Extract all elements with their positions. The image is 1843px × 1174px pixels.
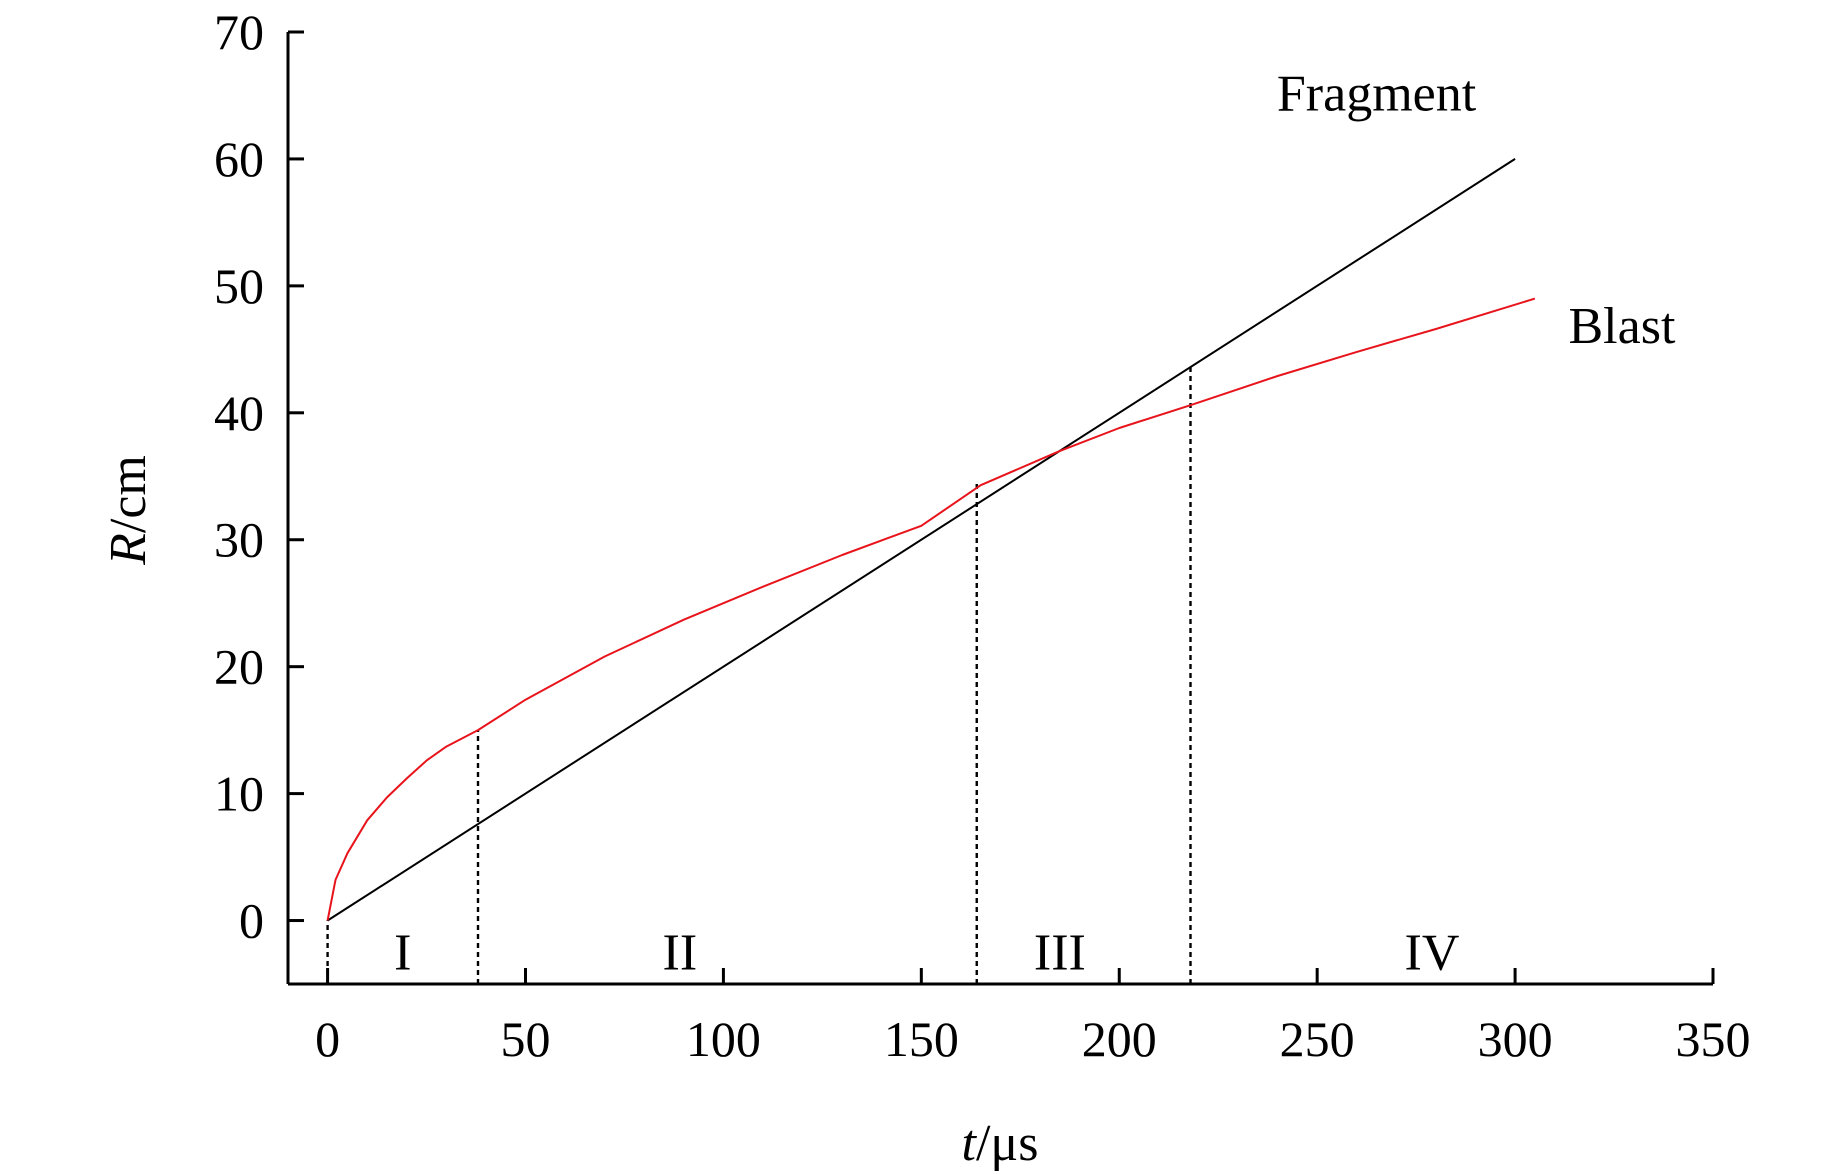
series-label-blast: Blast (1569, 298, 1676, 355)
x-tick-label: 150 (884, 1011, 959, 1067)
y-tick-label: 30 (214, 512, 264, 568)
series-line-fragment (327, 158, 1516, 922)
y-axis-label-var: R (100, 533, 157, 566)
x-tick-label: 50 (501, 1011, 551, 1067)
x-axis-label-var: t (961, 1115, 977, 1172)
y-tick-label: 40 (214, 385, 264, 441)
y-axis-label: R/cm (100, 455, 157, 566)
series-group (326, 158, 1536, 922)
x-axis-label: t/μs (961, 1115, 1038, 1172)
x-tick-label: 350 (1676, 1011, 1751, 1067)
series-line-blast (326, 297, 1536, 921)
y-tick-label: 60 (214, 131, 264, 187)
x-tick-label: 100 (686, 1011, 761, 1067)
axes: 0 50 100 150 200 250 300 350 0 10 20 30 40 50 60 70 (214, 4, 1751, 1067)
region-label: II (663, 925, 698, 982)
x-tick-label: 250 (1280, 1011, 1355, 1067)
region-dividers (326, 367, 1192, 984)
y-tick-label: 20 (214, 639, 264, 695)
y-tick-label: 50 (214, 258, 264, 314)
region-label: I (394, 925, 411, 982)
y-tick-label: 10 (214, 766, 264, 822)
y-tick-label: 70 (214, 4, 264, 60)
x-tick-label: 0 (315, 1011, 340, 1067)
series-label-fragment: Fragment (1277, 66, 1477, 123)
region-label: III (1034, 925, 1086, 982)
x-axis-label-unit: /μs (976, 1115, 1039, 1172)
region-label: IV (1405, 925, 1460, 982)
x-tick-label: 300 (1478, 1011, 1553, 1067)
x-tick-label: 200 (1082, 1011, 1157, 1067)
y-tick-label: 0 (239, 893, 264, 949)
y-axis-label-unit: /cm (100, 455, 157, 533)
